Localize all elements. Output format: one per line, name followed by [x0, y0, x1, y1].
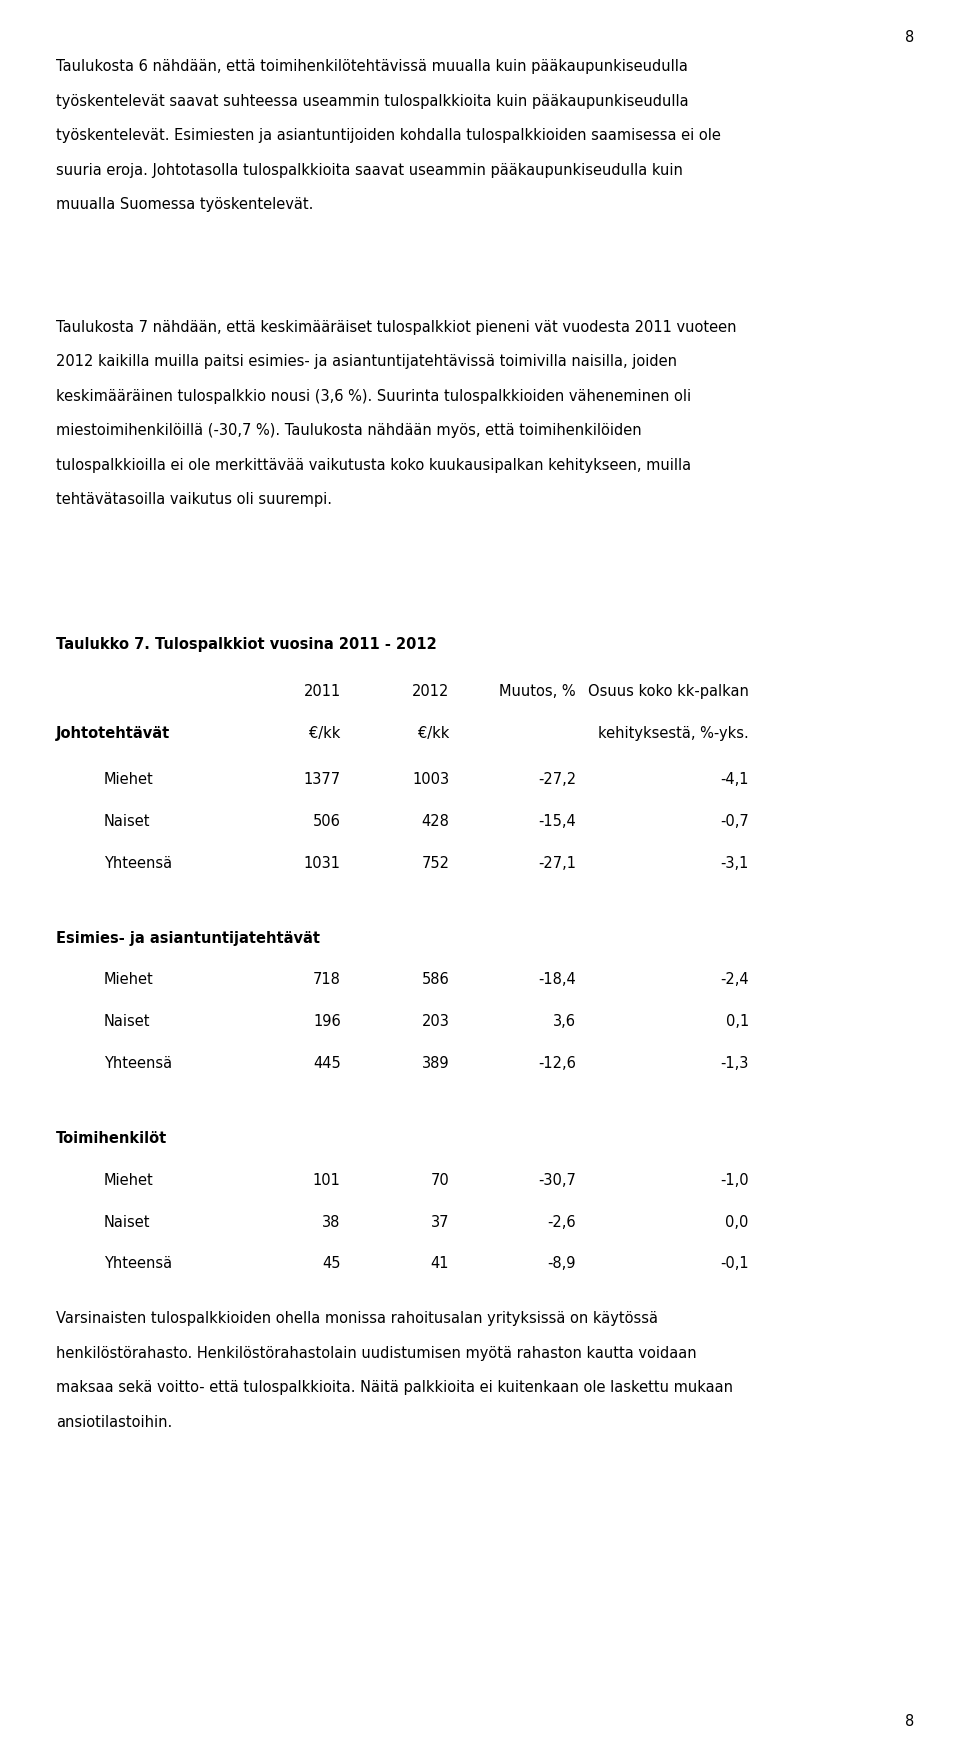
Text: 1377: 1377	[303, 771, 341, 787]
Text: 2011: 2011	[303, 683, 341, 699]
Text: maksaa sekä voitto- että tulospalkkioita. Näitä palkkioita ei kuitenkaan ole las: maksaa sekä voitto- että tulospalkkioita…	[56, 1381, 732, 1395]
Text: 586: 586	[421, 972, 449, 988]
Text: 0,0: 0,0	[726, 1215, 749, 1229]
Text: 389: 389	[421, 1057, 449, 1071]
Text: Muutos, %: Muutos, %	[499, 683, 576, 699]
Text: -8,9: -8,9	[547, 1257, 576, 1271]
Text: Varsinaisten tulospalkkioiden ohella monissa rahoitusalan yrityksissä on käytöss: Varsinaisten tulospalkkioiden ohella mon…	[56, 1310, 658, 1326]
Text: 1003: 1003	[412, 771, 449, 787]
Text: 718: 718	[313, 972, 341, 988]
Text: tulospalkkioilla ei ole merkittävää vaikutusta koko kuukausipalkan kehitykseen, : tulospalkkioilla ei ole merkittävää vaik…	[56, 458, 691, 472]
Text: -0,1: -0,1	[720, 1257, 749, 1271]
Text: 2012: 2012	[412, 683, 449, 699]
Text: 38: 38	[323, 1215, 341, 1229]
Text: -1,0: -1,0	[720, 1173, 749, 1187]
Text: Taulukosta 7 nähdään, että keskimääräiset tulospalkkiot pieneni vät vuodesta 201: Taulukosta 7 nähdään, että keskimääräise…	[56, 321, 736, 335]
Text: Osuus koko kk-palkan: Osuus koko kk-palkan	[588, 683, 749, 699]
Text: Yhteensä: Yhteensä	[104, 1257, 172, 1271]
Text: €/kk: €/kk	[309, 726, 341, 741]
Text: 506: 506	[313, 814, 341, 829]
Text: -12,6: -12,6	[539, 1057, 576, 1071]
Text: €/kk: €/kk	[418, 726, 449, 741]
Text: -0,7: -0,7	[720, 814, 749, 829]
Text: miestoimihenkilöillä (-30,7 %). Taulukosta nähdään myös, että toimihenkilöiden: miestoimihenkilöillä (-30,7 %). Taulukos…	[56, 423, 641, 438]
Text: Esimies- ja asiantuntijatehtävät: Esimies- ja asiantuntijatehtävät	[56, 930, 320, 946]
Text: kehityksestä, %-yks.: kehityksestä, %-yks.	[598, 726, 749, 741]
Text: 1031: 1031	[303, 856, 341, 872]
Text: -4,1: -4,1	[720, 771, 749, 787]
Text: suuria eroja. Johtotasolla tulospalkkioita saavat useammin pääkaupunkiseudulla k: suuria eroja. Johtotasolla tulospalkkioi…	[56, 162, 683, 178]
Text: 0,1: 0,1	[726, 1014, 749, 1030]
Text: muualla Suomessa työskentelevät.: muualla Suomessa työskentelevät.	[56, 197, 313, 211]
Text: Miehet: Miehet	[104, 1173, 154, 1187]
Text: 3,6: 3,6	[553, 1014, 576, 1030]
Text: 8: 8	[904, 1713, 914, 1729]
Text: -2,4: -2,4	[720, 972, 749, 988]
Text: Naiset: Naiset	[104, 1215, 150, 1229]
Text: 70: 70	[430, 1173, 449, 1187]
Text: -18,4: -18,4	[539, 972, 576, 988]
Text: keskimääräinen tulospalkkio nousi (3,6 %). Suurinta tulospalkkioiden väheneminen: keskimääräinen tulospalkkio nousi (3,6 %…	[56, 389, 691, 403]
Text: työskentelevät saavat suhteessa useammin tulospalkkioita kuin pääkaupunkiseudull: työskentelevät saavat suhteessa useammin…	[56, 93, 688, 109]
Text: Naiset: Naiset	[104, 814, 150, 829]
Text: -1,3: -1,3	[720, 1057, 749, 1071]
Text: 101: 101	[313, 1173, 341, 1187]
Text: Yhteensä: Yhteensä	[104, 856, 172, 872]
Text: työskentelevät. Esimiesten ja asiantuntijoiden kohdalla tulospalkkioiden saamise: työskentelevät. Esimiesten ja asiantunti…	[56, 129, 721, 143]
Text: Johtotehtävät: Johtotehtävät	[56, 726, 170, 741]
Text: -30,7: -30,7	[539, 1173, 576, 1187]
Text: 41: 41	[431, 1257, 449, 1271]
Text: 428: 428	[421, 814, 449, 829]
Text: 2012 kaikilla muilla paitsi esimies- ja asiantuntijatehtävissä toimivilla naisil: 2012 kaikilla muilla paitsi esimies- ja …	[56, 354, 677, 370]
Text: Miehet: Miehet	[104, 972, 154, 988]
Text: henkilöstörahasto. Henkilöstörahastolain uudistumisen myötä rahaston kautta void: henkilöstörahasto. Henkilöstörahastolain…	[56, 1345, 696, 1361]
Text: 203: 203	[421, 1014, 449, 1030]
Text: Miehet: Miehet	[104, 771, 154, 787]
Text: 752: 752	[421, 856, 449, 872]
Text: tehtävätasoilla vaikutus oli suurempi.: tehtävätasoilla vaikutus oli suurempi.	[56, 491, 332, 507]
Text: Toimihenkilöt: Toimihenkilöt	[56, 1131, 167, 1146]
Text: 196: 196	[313, 1014, 341, 1030]
Text: -3,1: -3,1	[720, 856, 749, 872]
Text: Taulukosta 6 nähdään, että toimihenkilötehtävissä muualla kuin pääkaupunkiseudul: Taulukosta 6 nähdään, että toimihenkilöt…	[56, 58, 687, 74]
Text: -27,2: -27,2	[538, 771, 576, 787]
Text: Taulukko 7. Tulospalkkiot vuosina 2011 - 2012: Taulukko 7. Tulospalkkiot vuosina 2011 -…	[56, 636, 437, 652]
Text: ansiotilastoihin.: ansiotilastoihin.	[56, 1414, 172, 1430]
Text: 445: 445	[313, 1057, 341, 1071]
Text: -2,6: -2,6	[547, 1215, 576, 1229]
Text: Yhteensä: Yhteensä	[104, 1057, 172, 1071]
Text: Naiset: Naiset	[104, 1014, 150, 1030]
Text: 45: 45	[323, 1257, 341, 1271]
Text: -15,4: -15,4	[539, 814, 576, 829]
Text: -27,1: -27,1	[538, 856, 576, 872]
Text: 8: 8	[904, 30, 914, 46]
Text: 37: 37	[431, 1215, 449, 1229]
